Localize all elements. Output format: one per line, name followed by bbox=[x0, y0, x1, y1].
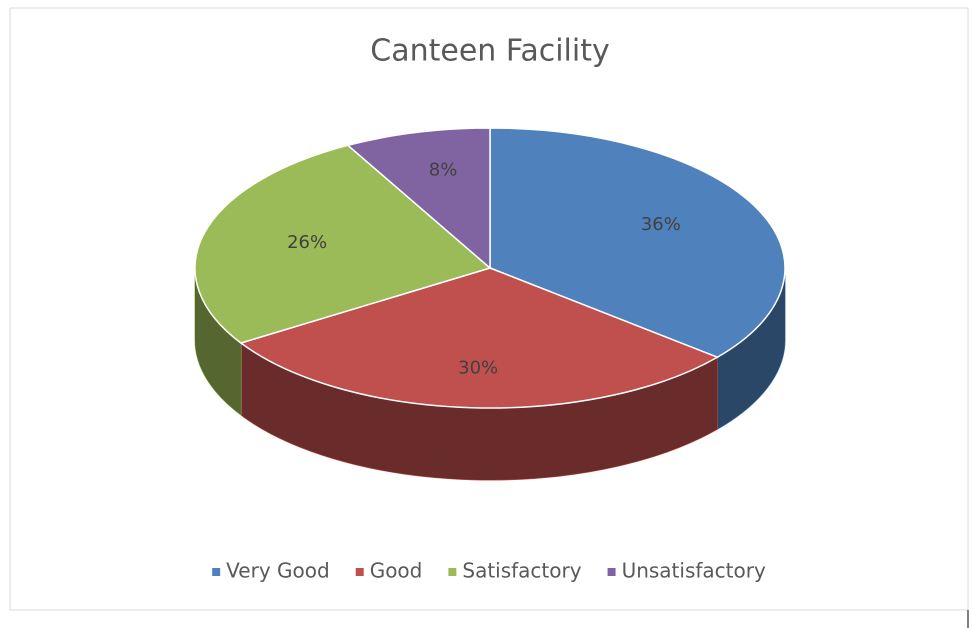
legend-label: Unsatisfactory bbox=[622, 559, 766, 583]
data-label: 26% bbox=[287, 232, 327, 253]
side-shade bbox=[240, 343, 718, 480]
slice bbox=[489, 127, 786, 359]
side-shade bbox=[717, 268, 785, 430]
legend-swatch bbox=[212, 568, 221, 576]
legend-label: Good bbox=[370, 559, 423, 583]
legend-swatch bbox=[448, 568, 457, 576]
legend-swatch bbox=[355, 568, 364, 576]
slice bbox=[346, 127, 491, 270]
data-label: 8% bbox=[429, 159, 458, 180]
chart-title: Canteen Facility bbox=[370, 34, 609, 69]
data-label: 36% bbox=[641, 214, 681, 235]
legend-label: Satisfactory bbox=[462, 559, 581, 583]
slice bbox=[194, 144, 492, 344]
legend-swatch bbox=[607, 568, 616, 576]
side-shade bbox=[195, 268, 241, 416]
data-label: 30% bbox=[458, 358, 498, 379]
slice bbox=[239, 267, 720, 409]
legend: Very Good Good Satisfactory Unsatisfactory bbox=[212, 559, 766, 583]
legend-label: Very Good bbox=[226, 559, 330, 583]
